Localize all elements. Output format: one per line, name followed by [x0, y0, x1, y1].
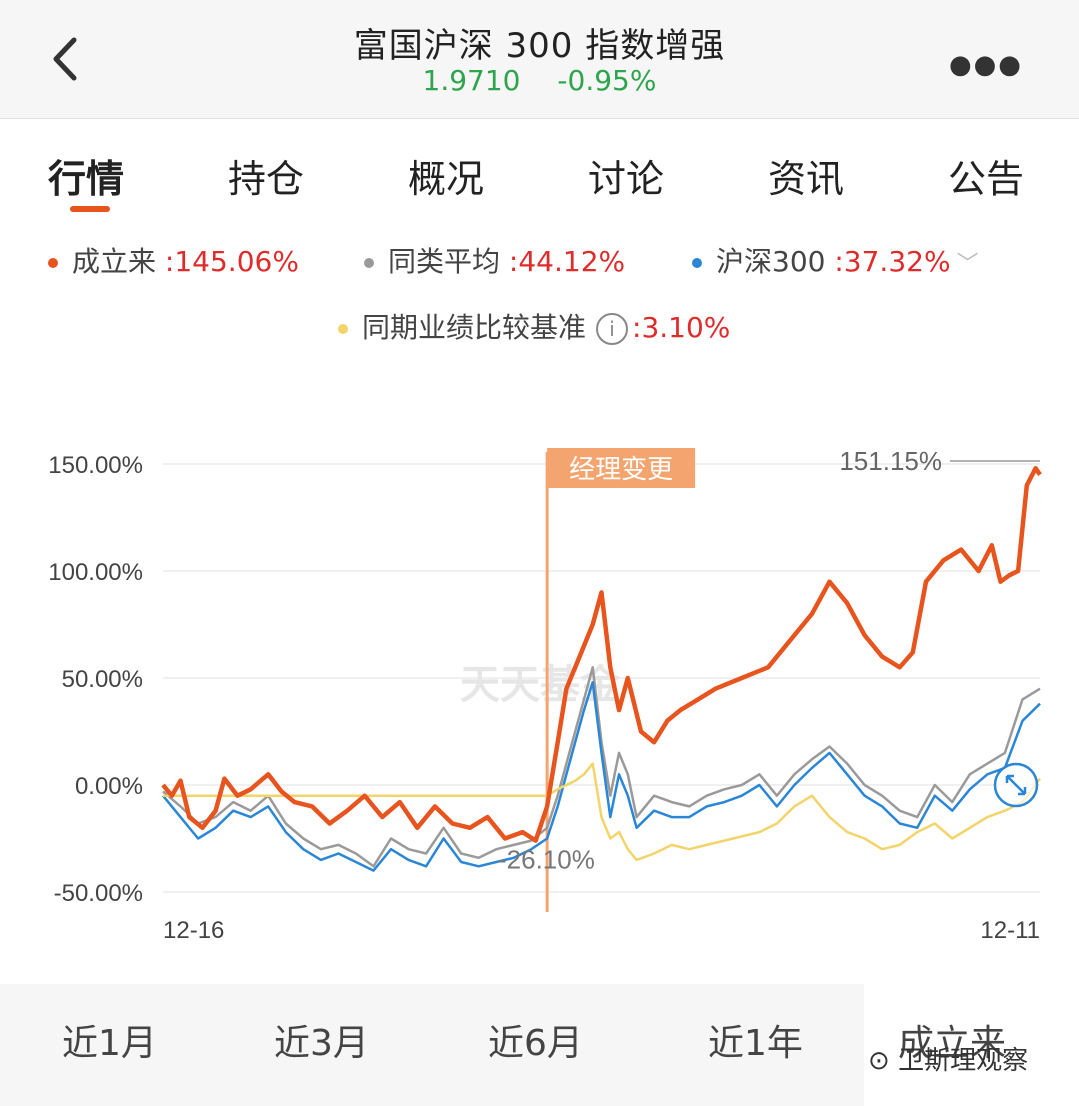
x-tick-label: 12-11 [980, 917, 1040, 944]
tab-holdings[interactable]: 持仓 [228, 157, 305, 201]
watermark-text: ⊙ 卫斯理观察 [868, 1046, 1029, 1076]
change-value: -0.95% [557, 64, 657, 97]
tab-indicator [70, 206, 110, 212]
legend-fund: 成立来 :145.06% [48, 240, 299, 280]
manager-change-label: 经理变更 [569, 455, 673, 485]
legend-dot [692, 258, 702, 268]
manager-change-tag [547, 448, 696, 488]
period-bar: 近1月 近3月 近6月 近1年 成立来 [0, 984, 1079, 1106]
back-icon[interactable] [44, 34, 88, 84]
legend-dot [338, 324, 348, 334]
fund-title: 富国沪深 300 指数增强 [353, 26, 726, 66]
period-1y[interactable]: 近1年 [708, 1023, 803, 1064]
period-6m[interactable]: 近6月 [488, 1023, 583, 1064]
y-tick-label: 50.00% [62, 666, 143, 693]
performance-chart: 150.00% 100.00% 50.00% 0.00% -50.00% 12-16 12-… [48, 446, 1042, 944]
period-since-inception[interactable]: 成立来 [898, 1023, 1007, 1064]
tab-news[interactable]: 资讯 [768, 157, 845, 201]
legend-dot [48, 258, 58, 268]
chevron-down-icon[interactable]: ﹀ [956, 252, 979, 277]
x-tick-label: 12-16 [163, 917, 224, 944]
period-1m[interactable]: 近1月 [62, 1023, 157, 1064]
y-tick-label: 150.00% [48, 452, 143, 479]
expand-icon[interactable] [993, 762, 1039, 808]
header: 富国沪深 300 指数增强 1.9710 -0.95% ●●● [0, 0, 1079, 119]
tab-announcement[interactable]: 公告 [948, 157, 1025, 201]
y-tick-label: -50.00% [54, 880, 143, 907]
more-icon[interactable]: ●●● [948, 50, 1023, 80]
nav-value: 1.9710 [422, 64, 521, 97]
series-line [162, 666, 1041, 868]
fund-quote: 1.9710 -0.95% [0, 64, 1079, 97]
period-selected-box [864, 984, 1079, 1106]
info-icon[interactable]: i [596, 313, 629, 345]
legend-dot [364, 258, 374, 268]
series-line [163, 762, 1042, 862]
legend-peer-average: 同类平均 :44.12% [364, 240, 625, 280]
tab-overview[interactable]: 概况 [408, 157, 485, 201]
tab-discussion[interactable]: 讨论 [588, 157, 665, 201]
legend-benchmark: 同期业绩比较基准 i:3.10% [338, 306, 730, 346]
legend-csi300[interactable]: 沪深300 :37.32% ﹀ [692, 240, 979, 280]
series-line [162, 681, 1041, 872]
tab-bar: 行情 持仓 概况 讨论 资讯 公告 [0, 140, 1079, 220]
max-value-label: 151.15% [839, 446, 942, 476]
y-tick-label: 0.00% [75, 773, 143, 800]
tab-quote[interactable]: 行情 [48, 157, 125, 201]
y-tick-label: 100.00% [48, 559, 143, 586]
period-3m[interactable]: 近3月 [274, 1023, 369, 1064]
min-value-label: -26.10% [498, 845, 595, 875]
series-line [161, 466, 1042, 843]
